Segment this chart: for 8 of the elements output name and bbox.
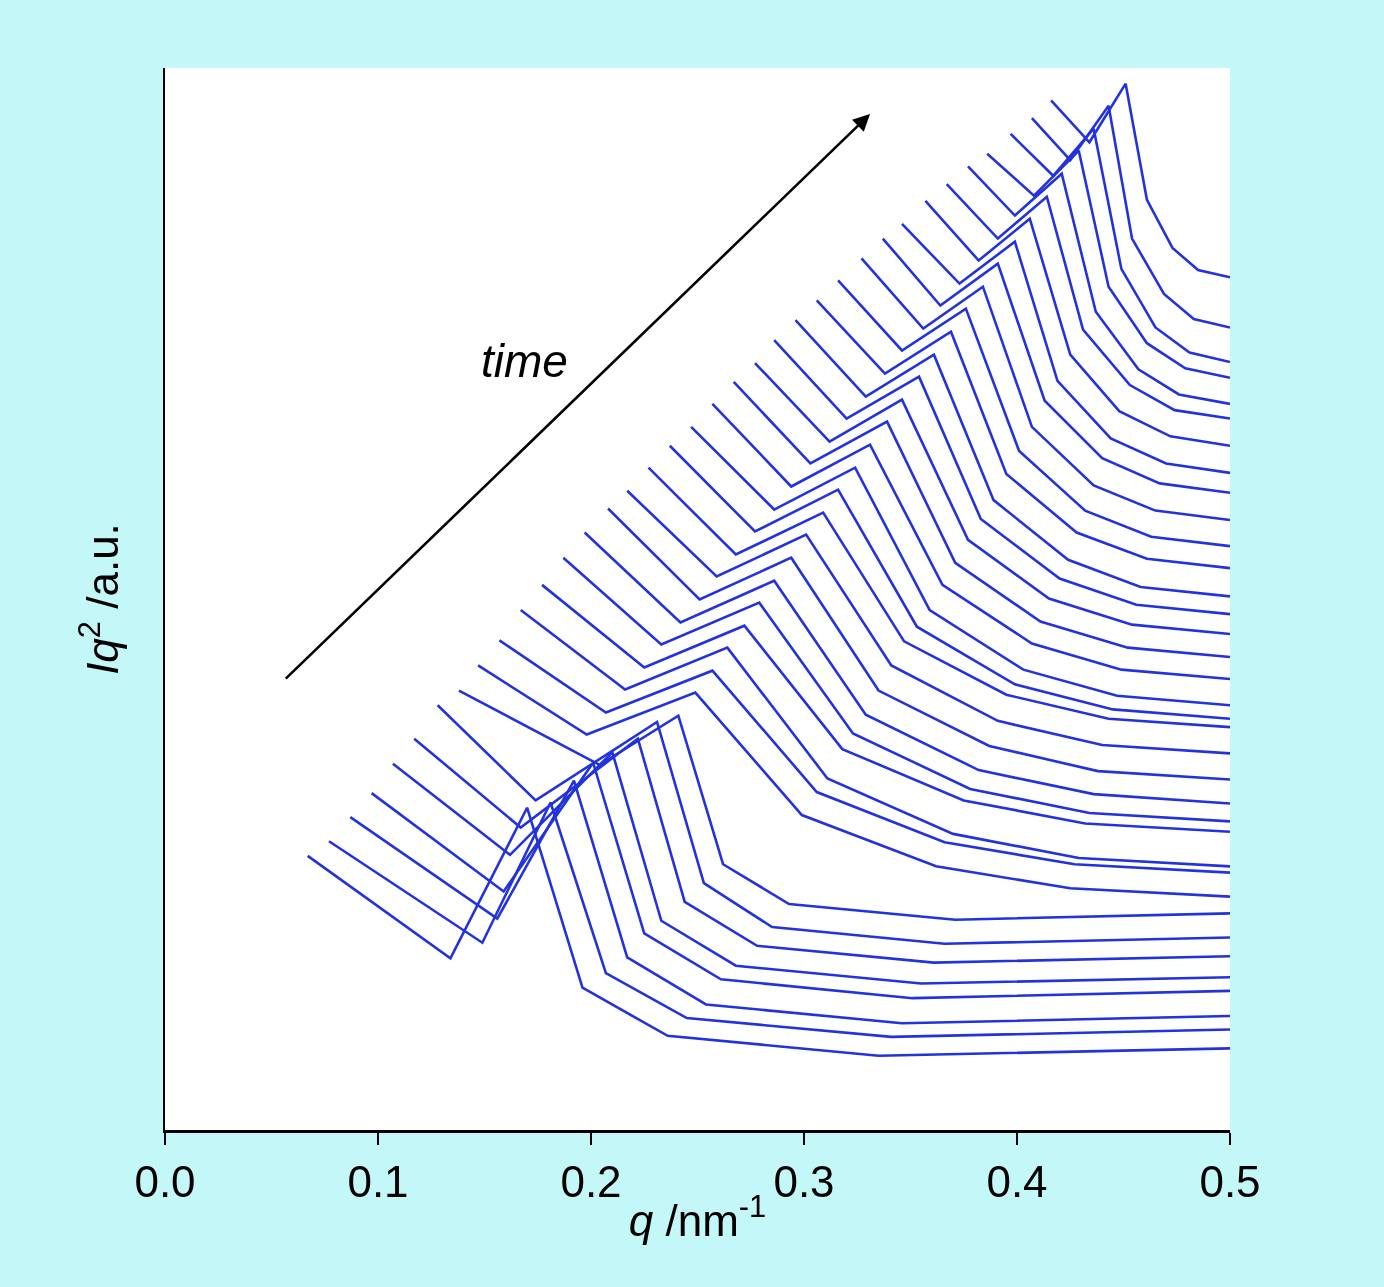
annotation: time [481,335,568,387]
x-tick-label: 0.2 [560,1157,622,1207]
x-tick-label: 0.4 [986,1157,1048,1207]
x-tick-label: 0.0 [134,1157,196,1207]
x-tick-label: 0.3 [773,1157,835,1207]
x-tick-label: 0.5 [1199,1157,1261,1207]
x-tick-label: 0.1 [347,1157,409,1207]
x-axis-title: q /nm$^{-1}$ [628,1189,767,1245]
